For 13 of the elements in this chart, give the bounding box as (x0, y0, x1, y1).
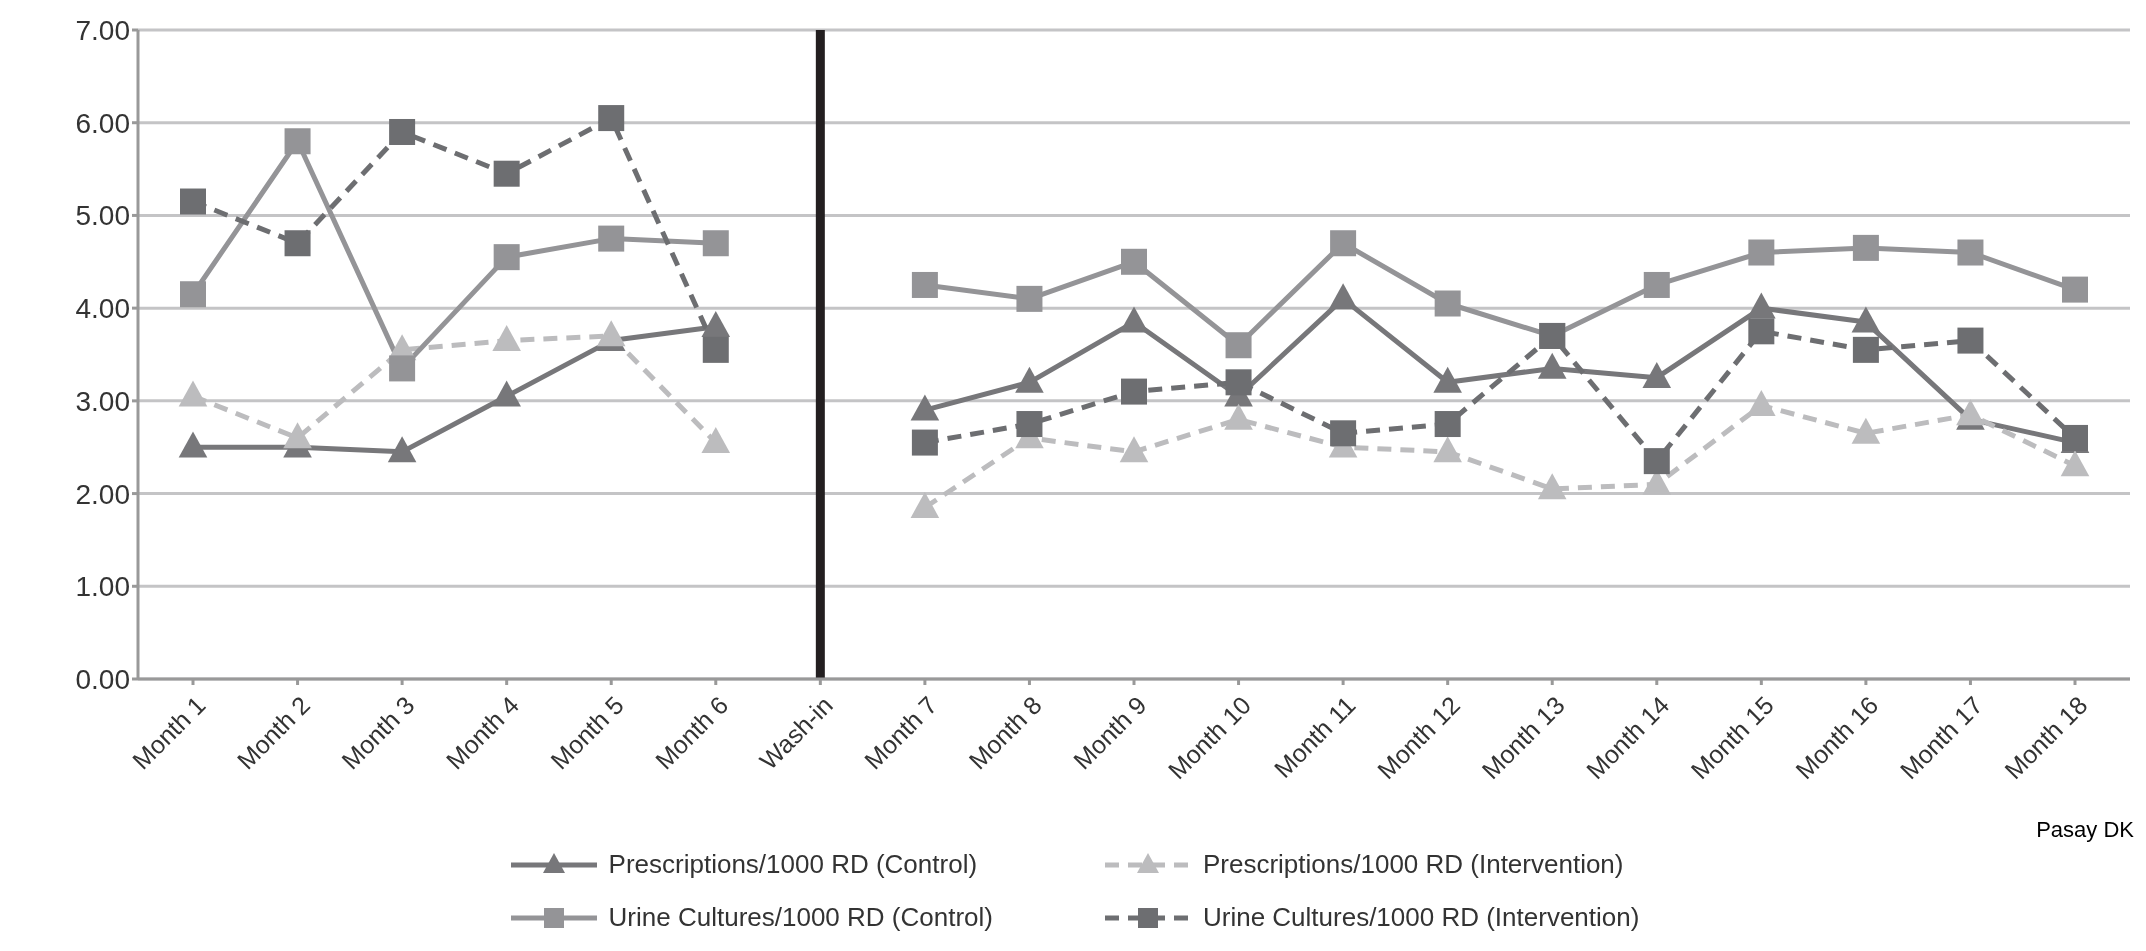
legend-label: Urine Cultures/1000 RD (Control) (608, 902, 993, 933)
y-tick-label: 4.00 (75, 293, 130, 325)
y-tick-label: 7.00 (75, 14, 130, 46)
text: Pasay DK (2036, 817, 2134, 843)
y-tick-label: 3.00 (75, 385, 130, 417)
y-tick-label: 2.00 (75, 478, 130, 510)
legend-label: Prescriptions/1000 RD (Intervention) (1202, 849, 1624, 880)
y-tick-label: 6.00 (75, 107, 130, 139)
legend-label: Prescriptions/1000 RD (Control) (608, 849, 978, 880)
y-tick-label: 5.00 (75, 200, 130, 232)
y-tick-label: 0.00 (75, 663, 130, 695)
legend-label: Urine Cultures/1000 RD (Intervention) (1202, 902, 1640, 933)
y-tick-label: 1.00 (75, 571, 130, 603)
